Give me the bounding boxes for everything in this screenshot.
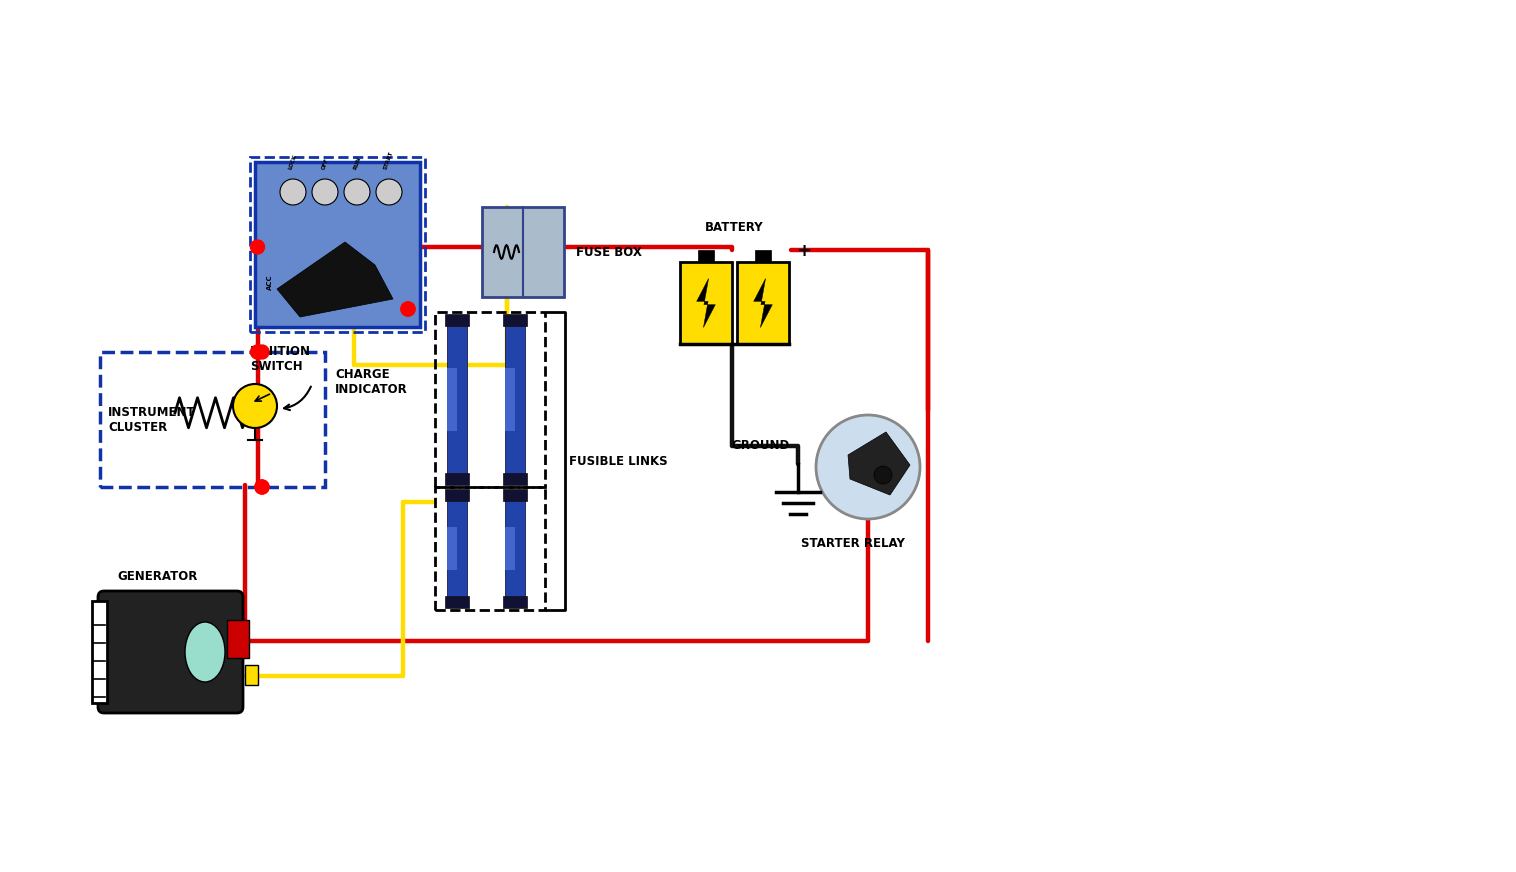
FancyBboxPatch shape [505, 320, 525, 479]
FancyBboxPatch shape [447, 368, 456, 432]
Text: LOCK: LOCK [288, 153, 299, 170]
FancyBboxPatch shape [755, 250, 770, 262]
Text: FUSE BOX: FUSE BOX [576, 246, 641, 258]
Text: START: START [384, 150, 394, 170]
Text: IGNITION
SWITCH: IGNITION SWITCH [250, 345, 311, 373]
Text: +: + [796, 242, 811, 260]
Circle shape [816, 415, 920, 519]
FancyBboxPatch shape [446, 489, 468, 501]
Polygon shape [697, 278, 716, 328]
FancyBboxPatch shape [246, 665, 258, 685]
FancyBboxPatch shape [681, 262, 732, 344]
Text: BATTERY: BATTERY [705, 221, 764, 234]
Circle shape [312, 179, 338, 205]
Text: CHARGE
INDICATOR: CHARGE INDICATOR [335, 368, 408, 396]
Text: INSTRUMENT
CLUSTER: INSTRUMENT CLUSTER [108, 405, 196, 433]
Circle shape [875, 466, 891, 484]
FancyBboxPatch shape [503, 473, 528, 485]
FancyBboxPatch shape [503, 314, 528, 326]
Circle shape [250, 345, 264, 359]
FancyBboxPatch shape [92, 601, 108, 703]
FancyBboxPatch shape [447, 527, 456, 570]
Polygon shape [847, 432, 910, 495]
Circle shape [344, 179, 370, 205]
Circle shape [255, 480, 268, 494]
Circle shape [402, 302, 415, 316]
FancyBboxPatch shape [482, 207, 564, 297]
FancyBboxPatch shape [505, 527, 515, 570]
FancyBboxPatch shape [503, 489, 528, 501]
Text: OFF: OFF [320, 157, 329, 170]
Text: RUN: RUN [352, 156, 362, 170]
FancyBboxPatch shape [446, 596, 468, 608]
Polygon shape [753, 278, 772, 328]
Text: FUSIBLE LINKS: FUSIBLE LINKS [568, 454, 667, 467]
Text: ACC: ACC [267, 274, 273, 290]
FancyBboxPatch shape [447, 320, 467, 479]
FancyBboxPatch shape [255, 162, 420, 327]
Text: GENERATOR: GENERATOR [117, 570, 197, 583]
FancyBboxPatch shape [505, 368, 515, 432]
FancyBboxPatch shape [446, 314, 468, 326]
FancyBboxPatch shape [503, 596, 528, 608]
Circle shape [250, 240, 264, 254]
FancyBboxPatch shape [447, 495, 467, 602]
FancyBboxPatch shape [99, 591, 243, 713]
Circle shape [255, 345, 268, 359]
Circle shape [402, 302, 415, 316]
FancyBboxPatch shape [505, 495, 525, 602]
FancyBboxPatch shape [227, 619, 249, 657]
Circle shape [376, 179, 402, 205]
Polygon shape [277, 242, 393, 317]
Circle shape [280, 179, 306, 205]
FancyBboxPatch shape [737, 262, 788, 344]
Circle shape [233, 384, 277, 428]
Text: GROUND: GROUND [732, 439, 790, 452]
FancyBboxPatch shape [699, 250, 714, 262]
FancyBboxPatch shape [446, 473, 468, 485]
Text: STARTER RELAY: STARTER RELAY [800, 537, 905, 550]
Circle shape [255, 480, 268, 494]
Ellipse shape [185, 622, 224, 682]
